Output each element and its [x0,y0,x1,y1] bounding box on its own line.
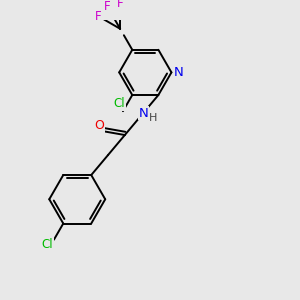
Text: Cl: Cl [42,238,53,251]
Text: O: O [94,119,104,132]
Text: N: N [139,107,148,120]
Text: F: F [117,0,124,10]
Text: F: F [104,1,111,13]
Text: N: N [174,66,184,79]
Text: H: H [148,113,157,123]
Text: F: F [95,10,102,23]
Text: Cl: Cl [113,97,125,110]
